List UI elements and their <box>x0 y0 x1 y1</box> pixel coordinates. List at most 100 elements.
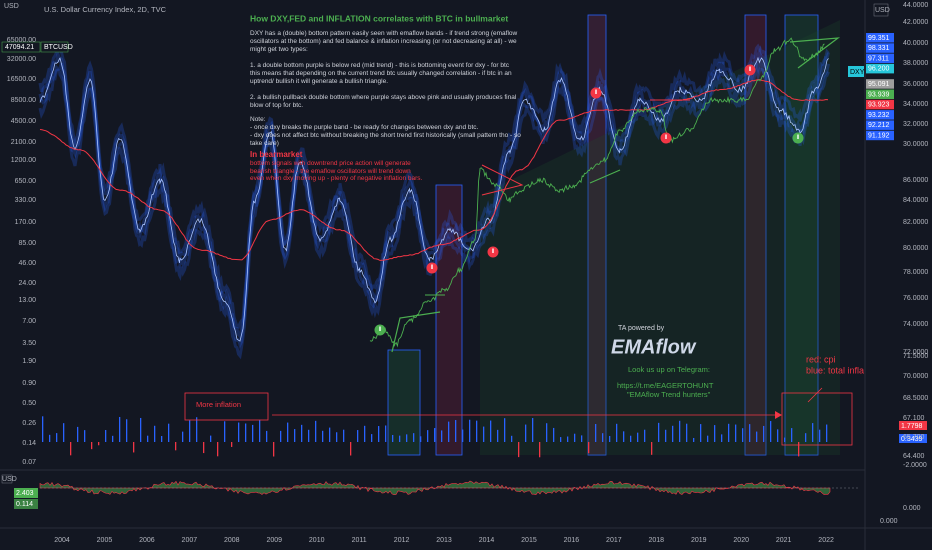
inflation-bar <box>560 437 562 442</box>
left-tick-label: 16500.00 <box>7 76 36 83</box>
right-tick-label: 72.0000 <box>903 349 928 356</box>
inflation-bar <box>385 425 387 442</box>
inflation-bar <box>756 431 758 442</box>
inflation-bar <box>679 420 681 442</box>
price-tag <box>866 120 894 130</box>
left-tick-label: 2100.00 <box>11 139 36 146</box>
right-tick-label: 70.0000 <box>903 373 928 380</box>
arrow <box>807 387 823 403</box>
signal-glyph <box>665 134 667 139</box>
inflation-bar <box>301 424 303 442</box>
inflation-bar <box>812 423 814 442</box>
price-tag <box>866 79 894 89</box>
inflation-bar <box>77 426 79 442</box>
right-tick-label: -2.0000 <box>903 462 927 469</box>
inflation-bar <box>434 428 436 442</box>
inflation-bar <box>203 442 205 454</box>
note: DXY has a (double) bottom pattern easily… <box>250 30 518 53</box>
inflation-bar <box>378 426 380 442</box>
small-tag <box>899 421 927 430</box>
price-tag <box>866 33 894 43</box>
inflation-bar <box>672 425 674 442</box>
note: Note: - once dxy breaks the purple band … <box>250 116 521 147</box>
right-tick-label: 44.0000 <box>903 2 928 9</box>
inflation-bar <box>91 442 93 450</box>
price-tag-label: 98.331 <box>868 45 890 52</box>
inflation-bar <box>539 442 541 458</box>
left-tick-label: 0.14 <box>22 440 36 447</box>
price-tag-label: 93.923 <box>868 102 890 109</box>
inflation-bar <box>266 430 268 442</box>
inflation-bar <box>392 434 394 442</box>
inflation-bar <box>763 425 765 442</box>
inflation-bar <box>259 419 261 442</box>
triangle <box>481 164 524 196</box>
left-tick-label: 13.00 <box>18 297 36 304</box>
annotation-box <box>184 392 269 421</box>
inflation-bar <box>175 442 177 451</box>
left-tick-label: 24.00 <box>18 280 36 287</box>
zone <box>744 14 767 456</box>
inflation-bar <box>427 430 429 442</box>
inflation-bar <box>140 417 142 442</box>
inflation-bar <box>70 442 72 456</box>
osc-tag-label: 0.114 <box>16 501 33 508</box>
signal-glyph <box>431 264 433 269</box>
brand-text: https://t.me/EAGERTOHUNT <box>617 381 714 390</box>
price-tag <box>866 110 894 120</box>
price-tag-label: 91.192 <box>868 133 890 140</box>
x-tick-label: 2015 <box>521 537 537 544</box>
currency: USD <box>4 3 19 10</box>
inflation-bar <box>406 434 408 442</box>
left-tick-label: 85.00 <box>18 240 36 247</box>
inflation-bar <box>595 424 597 442</box>
inflation-bar <box>154 425 156 442</box>
left-tick-label: 0.90 <box>22 380 36 387</box>
inflation-bar <box>364 425 366 442</box>
inflation-bar <box>700 424 702 442</box>
right-tick-label: 34.0000 <box>903 101 928 108</box>
inflation-bar <box>245 423 247 442</box>
x-tick-label: 2017 <box>606 537 622 544</box>
inflation-bar <box>105 430 107 442</box>
inflation-bar <box>826 424 828 442</box>
currency-right: USD <box>875 7 890 14</box>
green-area <box>480 20 840 455</box>
right-tick-label: 84.0000 <box>903 197 928 204</box>
inflation-bar <box>497 429 499 442</box>
left-tick-label: 650.00 <box>15 178 37 185</box>
inflation-bar <box>728 423 730 442</box>
x-tick-label: 2006 <box>139 537 155 544</box>
title: How DXY,FED and INFLATION correlates wit… <box>250 13 508 23</box>
annotation: blue: total infla <box>806 365 864 375</box>
inflation-bar <box>315 420 317 442</box>
inflation-bar <box>56 433 58 442</box>
osc-tag <box>14 488 38 498</box>
inflation-bar <box>448 421 450 442</box>
ma-line <box>39 79 829 261</box>
right-tick-label: 71.5000 <box>903 353 928 360</box>
inflation-bar <box>630 435 632 442</box>
inflation-bar <box>602 433 604 442</box>
inflation-bar <box>805 433 807 442</box>
dxy-tag <box>848 66 864 77</box>
inflation-bar <box>350 442 352 456</box>
left-tick-label: 3.50 <box>22 340 36 347</box>
inflation-bar <box>287 422 289 442</box>
inflation-bar <box>770 421 772 442</box>
left-tick-label: 46.00 <box>18 260 36 267</box>
inflation-bar <box>819 429 821 442</box>
zone <box>387 349 421 456</box>
inflation-bar <box>658 422 660 442</box>
inflation-bar <box>329 427 331 442</box>
left-tick-label: 4500.00 <box>11 118 36 125</box>
x-tick-label: 2008 <box>224 537 240 544</box>
dxy-band <box>38 65 830 360</box>
brand-text: Look us up on Telegram: <box>628 365 710 374</box>
inflation-bar <box>665 429 667 442</box>
x-tick-label: 2004 <box>54 537 70 544</box>
x-tick-label: 2020 <box>733 537 749 544</box>
inflation-bar <box>133 442 135 453</box>
price-tag-label: 95.091 <box>868 81 890 88</box>
